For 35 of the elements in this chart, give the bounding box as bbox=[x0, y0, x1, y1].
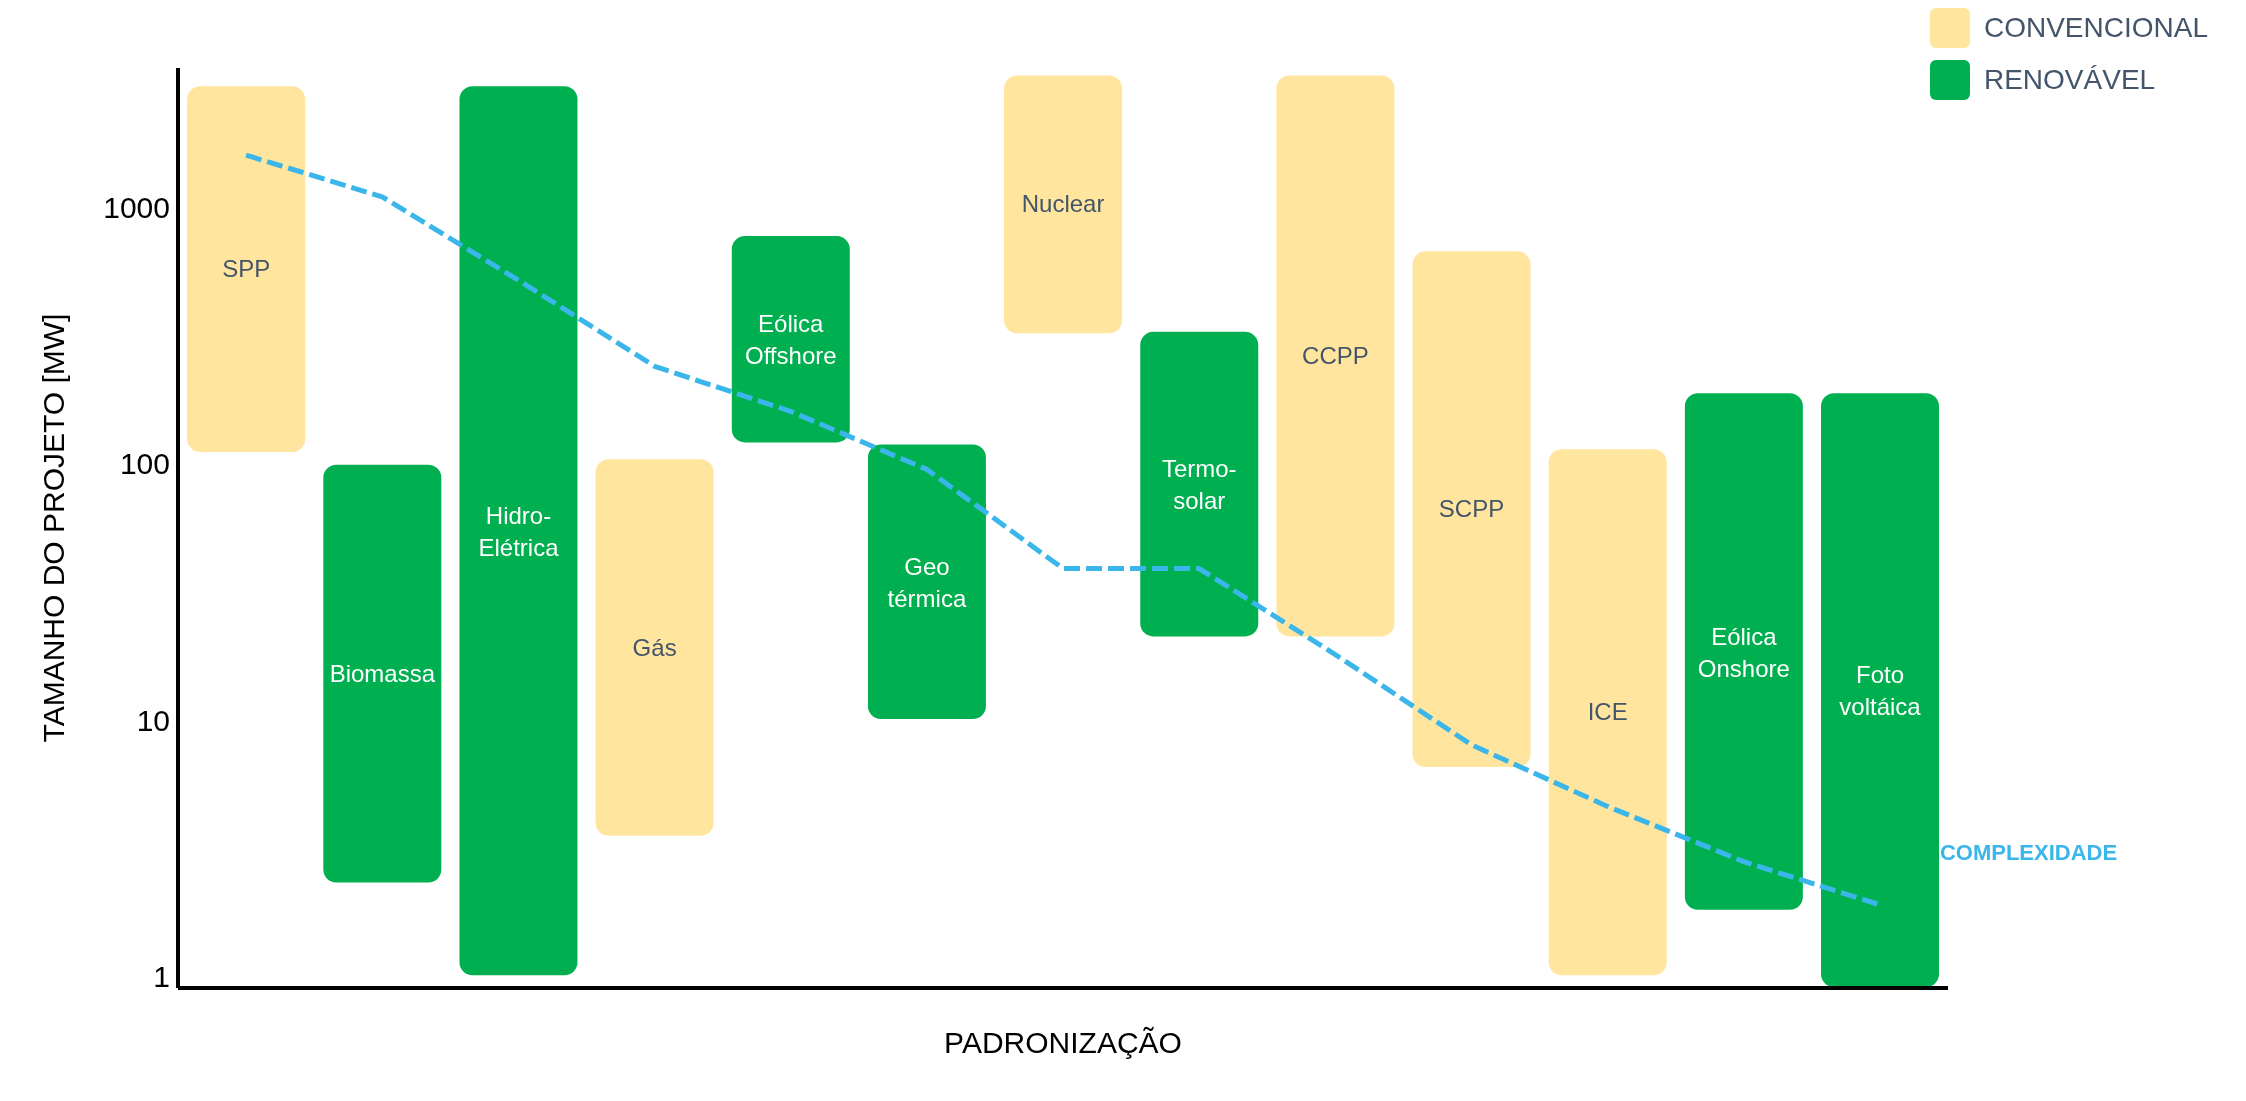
text: COMPLEXIDADE bbox=[1939, 839, 2118, 865]
y-tick-label: 100 bbox=[119, 447, 170, 481]
x-tick-label: SPP bbox=[222, 255, 271, 283]
y-tick-label: 1 bbox=[153, 959, 170, 993]
x-tick-label: Foto voltáica bbox=[1839, 661, 1922, 721]
x-tick-label: Nuclear bbox=[1021, 190, 1105, 218]
x-tick-label: Gás bbox=[632, 633, 677, 661]
bar bbox=[1819, 391, 1942, 988]
y-axis-title: TAMANHO DO PROJETO [MW] bbox=[36, 313, 70, 743]
bar bbox=[321, 462, 444, 885]
bar bbox=[1410, 249, 1533, 769]
bar bbox=[1002, 73, 1125, 336]
y-tick-label: 1000 bbox=[103, 191, 170, 225]
x-tick-label: Geo térmica bbox=[887, 552, 967, 612]
bar bbox=[1274, 73, 1397, 639]
x-tick-label: Eólica Onshore bbox=[1697, 622, 1790, 682]
x-tick-label: CCPP bbox=[1302, 341, 1369, 369]
bar bbox=[865, 442, 988, 721]
bar bbox=[1682, 391, 1805, 912]
x-axis-title: PADRONIZAÇÃO bbox=[944, 1026, 1182, 1059]
x-tick-label: ICE bbox=[1587, 698, 1628, 726]
x-tick-label: SCPP bbox=[1438, 495, 1505, 523]
x-tick-label: Termo-solar bbox=[1161, 455, 1237, 515]
x-tick-label: Hidro-Elétrica bbox=[478, 501, 560, 561]
bar bbox=[457, 84, 580, 978]
x-tick-label: Biomassa bbox=[329, 659, 436, 687]
bar bbox=[1546, 447, 1669, 978]
x-tick-label: Eólica Offshore bbox=[744, 310, 837, 370]
bar bbox=[1138, 329, 1261, 639]
legend-label: CONVENCIONAL bbox=[1982, 11, 2208, 45]
bar bbox=[593, 457, 716, 838]
bar bbox=[185, 84, 308, 455]
y-tick-label: 10 bbox=[136, 703, 170, 737]
bar bbox=[729, 234, 852, 445]
legend-label: RENOVÁVEL bbox=[1982, 63, 2157, 97]
